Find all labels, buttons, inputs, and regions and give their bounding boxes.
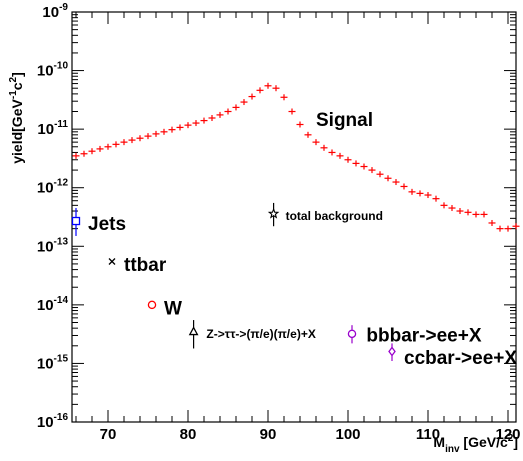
signal-point bbox=[224, 108, 232, 115]
w-point bbox=[147, 300, 157, 310]
y-tick-label: 10-13 bbox=[37, 236, 69, 255]
signal-point bbox=[312, 139, 320, 146]
jets-point bbox=[71, 208, 81, 236]
annotations: Signal bbox=[316, 110, 373, 131]
signal-point bbox=[128, 137, 136, 144]
signal-point bbox=[472, 211, 480, 218]
signal-point bbox=[440, 202, 448, 209]
signal-point bbox=[400, 183, 408, 190]
signal-point bbox=[384, 175, 392, 182]
signal-point bbox=[368, 167, 376, 174]
x-tick-label: 90 bbox=[260, 426, 277, 443]
signal-point bbox=[176, 124, 184, 131]
x-tick-label: 120 bbox=[495, 426, 520, 443]
signal-point bbox=[320, 144, 328, 151]
total-background-point bbox=[267, 202, 280, 227]
axis-ticks bbox=[72, 11, 516, 423]
signal-point bbox=[88, 148, 96, 155]
y-tick-label: 10-10 bbox=[37, 61, 69, 80]
y-tick-label: 10-14 bbox=[37, 295, 69, 314]
signal-point bbox=[280, 94, 288, 101]
signal-point bbox=[152, 130, 160, 137]
signal-point bbox=[208, 114, 216, 121]
signal-point bbox=[216, 111, 224, 118]
ccbar-ee-x-point bbox=[388, 343, 396, 362]
x-tick-label: 70 bbox=[100, 426, 117, 443]
signal-point bbox=[464, 209, 472, 216]
signal-point bbox=[168, 126, 176, 133]
signal-point bbox=[512, 223, 520, 230]
signal-point bbox=[480, 211, 488, 218]
jets-label: Jets bbox=[88, 214, 126, 235]
bbbar-ee-x-point bbox=[347, 325, 357, 344]
signal-point bbox=[296, 121, 304, 128]
signal-point bbox=[488, 219, 496, 226]
y-tick-label: 10-12 bbox=[37, 178, 69, 197]
x-tick-label: 110 bbox=[416, 426, 440, 443]
x-tick-label: 80 bbox=[180, 426, 197, 443]
signal-point bbox=[448, 205, 456, 212]
signal-point bbox=[336, 152, 344, 159]
signal-point bbox=[504, 225, 512, 232]
signal-point bbox=[264, 82, 272, 89]
signal-point bbox=[112, 141, 120, 148]
signal-point bbox=[304, 131, 312, 138]
y-tick-label: 10-9 bbox=[42, 2, 68, 21]
x-tick-label: 100 bbox=[335, 426, 360, 443]
total-background-label: total background bbox=[286, 209, 383, 223]
y-tick-label: 10-15 bbox=[37, 353, 69, 372]
signal-point bbox=[416, 190, 424, 197]
signal-point bbox=[344, 156, 352, 163]
signal-point bbox=[248, 93, 256, 100]
y-axis-title: yield[GeV-1c2] bbox=[8, 72, 25, 164]
signal-point bbox=[496, 225, 504, 232]
background-points: Jets ttbar W Z->ττ->(π/e)(π/e)+X total backg… bbox=[71, 202, 517, 369]
z-e-e-x-label: Z->ττ->(π/e)(π/e)+X bbox=[206, 327, 315, 341]
bbbar-ee-x-label: bbbar->ee+X bbox=[366, 326, 481, 347]
signal-point bbox=[328, 149, 336, 156]
signal-point bbox=[184, 122, 192, 129]
signal-point bbox=[104, 143, 112, 150]
ccbar-ee-x-label: ccbar->ee+X bbox=[404, 348, 517, 369]
signal-point bbox=[376, 171, 384, 178]
signal-point bbox=[392, 179, 400, 186]
y-tick-label: 10-11 bbox=[37, 119, 68, 138]
signal-point bbox=[96, 145, 104, 152]
y-tick-label: 10-16 bbox=[37, 412, 69, 431]
signal-point bbox=[144, 133, 152, 140]
signal-point bbox=[136, 135, 144, 142]
signal-point bbox=[360, 163, 368, 170]
signal-point bbox=[424, 192, 432, 199]
signal-point bbox=[160, 128, 168, 135]
signal-point bbox=[456, 208, 464, 215]
signal-point bbox=[256, 87, 264, 94]
signal-point bbox=[240, 99, 248, 106]
w-label: W bbox=[164, 299, 182, 320]
signal-point bbox=[120, 139, 128, 146]
signal-point bbox=[288, 108, 296, 115]
signal-point bbox=[432, 195, 440, 202]
x-axis-title: Minv [GeV/c2] bbox=[433, 433, 518, 455]
signal-point bbox=[80, 150, 88, 157]
signal-series bbox=[72, 82, 520, 232]
signal-point bbox=[408, 188, 416, 195]
signal-point bbox=[192, 120, 200, 127]
signal-point bbox=[200, 117, 208, 124]
z-e-e-x-point bbox=[188, 320, 199, 349]
signal-point bbox=[232, 104, 240, 111]
tick-labels: 70 80 90 100 110 120 10-16 10-15 10-14 10-13 10-12… bbox=[37, 2, 521, 443]
signal-point bbox=[72, 152, 80, 159]
signal-point bbox=[272, 85, 280, 92]
ttbar-label: ttbar bbox=[124, 255, 167, 276]
signal-annotation: Signal bbox=[316, 110, 373, 131]
ttbar-point bbox=[108, 258, 116, 265]
signal-point bbox=[352, 160, 360, 167]
